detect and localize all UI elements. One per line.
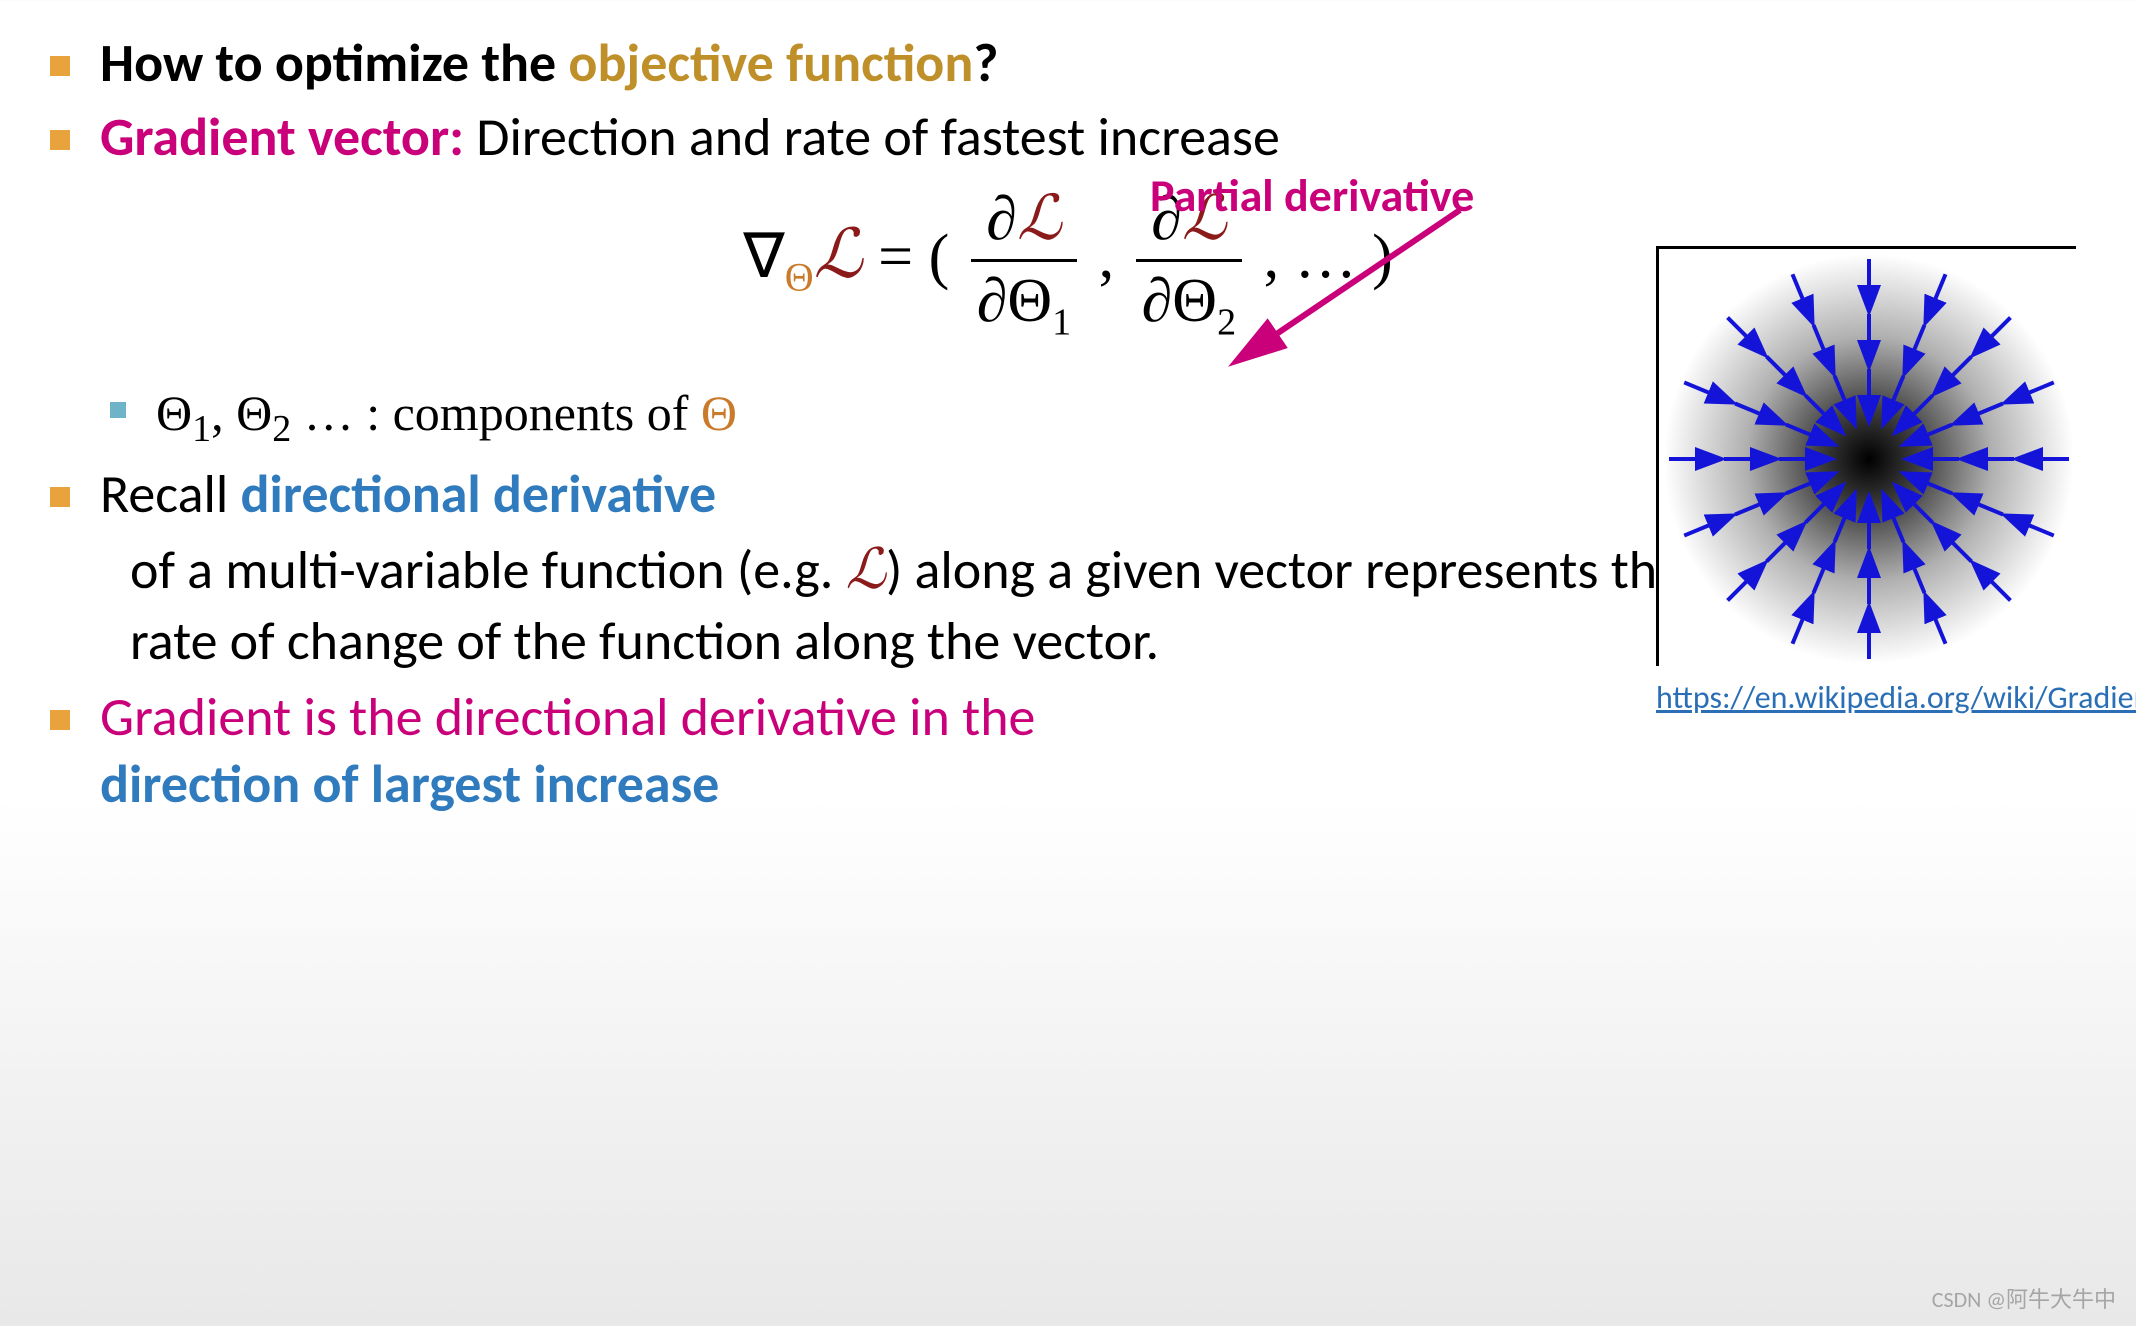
gradient-svg [1659, 249, 2079, 669]
partial-derivative-label: Partial derivative [1150, 168, 1474, 224]
title-prefix: How to optimize the [100, 30, 568, 96]
title-text: How to optimize the objective function? [100, 30, 998, 98]
components-text: Θ1, Θ2 … : components of Θ [156, 384, 737, 451]
comma: , [1099, 223, 1130, 291]
conclusion-part1: Gradient is the directional derivative i… [100, 684, 1035, 750]
gradient-figure: https://en.wikipedia.org/wiki/Gradient [1656, 246, 2096, 717]
title-suffix: ? [973, 30, 998, 96]
bullet-title: How to optimize the objective function? [50, 30, 2086, 98]
comma2: , [1264, 223, 1295, 291]
body-part1: of a multi-variable function (e.g. [130, 537, 846, 603]
bullet-icon [50, 710, 70, 730]
gradient-text: Gradient vector: Direction and rate of f… [100, 104, 1280, 172]
recall-text: Recall directional derivative [100, 461, 716, 529]
bullet-icon [110, 402, 126, 418]
gradient-rest: Direction and rate of fastest increase [464, 104, 1280, 170]
gradient-label: Gradient vector: [100, 104, 464, 170]
bullet-icon [50, 130, 70, 150]
title-highlight: objective function [568, 30, 973, 96]
bullet-icon [50, 487, 70, 507]
gradient-source-link[interactable]: https://en.wikipedia.org/wiki/Gradient [1656, 678, 2096, 717]
fraction-1: ∂ℒ ∂Θ1 [971, 181, 1077, 344]
bullet-icon [50, 56, 70, 76]
nabla: ∇ [743, 223, 784, 291]
recall-prefix: Recall [100, 461, 240, 527]
watermark: CSDN @阿牛大牛中 [1932, 1282, 2116, 1314]
loss-L: ℒ [814, 216, 863, 292]
dots-close: … ) [1295, 223, 1393, 291]
conclusion-part2: direction of largest increase [100, 751, 719, 817]
body-L: ℒ [846, 539, 886, 601]
recall-highlight: directional derivative [240, 461, 716, 527]
equation: ∇Θℒ = ( ∂ℒ ∂Θ1 , ∂ℒ ∂Θ2 , … ) [743, 223, 1392, 291]
bullet-gradient: Gradient vector: Direction and rate of f… [50, 104, 2086, 172]
theta-subscript: Θ [785, 254, 814, 299]
equals-open: = ( [863, 223, 950, 291]
conclusion-text: Gradient is the directional derivative i… [100, 684, 1035, 819]
gradient-diagram [1656, 246, 2076, 666]
